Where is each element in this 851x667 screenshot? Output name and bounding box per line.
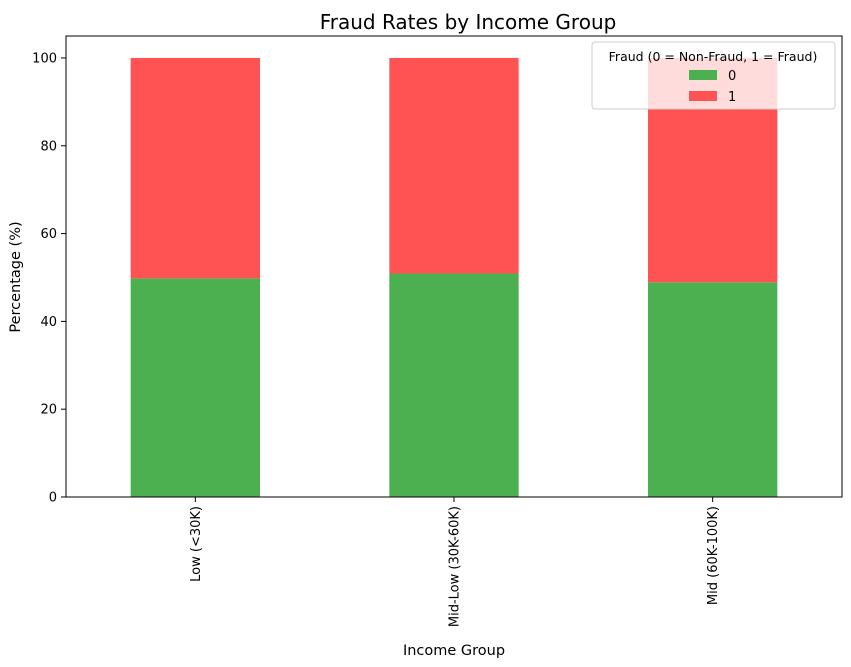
y-tick-label: 60 (40, 227, 57, 242)
bar-2-series-0 (648, 282, 778, 497)
bar-0-series-0 (130, 278, 260, 497)
x-tick-label: Mid-Low (30K-60K) (448, 506, 463, 627)
x-axis: Low (<30K) Mid-Low (30K-60K) Mid (60K-100K… (189, 497, 721, 627)
y-tick-label: 20 (40, 403, 57, 418)
y-tick-label: 80 (40, 139, 57, 154)
legend-swatch-0 (689, 70, 717, 80)
legend-items: 01 (689, 69, 736, 105)
x-tick-label: Mid (60K-100K) (706, 506, 721, 605)
legend: Fraud (0 = Non-Fraud, 1 = Fraud) 01 (591, 41, 836, 110)
legend-label-1: 1 (728, 90, 736, 105)
bar-1-series-1 (389, 57, 519, 274)
legend-label-0: 0 (728, 69, 736, 84)
y-tick-label: 0 (49, 491, 57, 506)
legend-swatch-1 (689, 91, 717, 101)
bar-1-series-0 (389, 273, 519, 497)
y-tick-label: 100 (32, 51, 57, 66)
y-axis-label: Percentage (%) (8, 221, 24, 332)
bar-0-series-1 (130, 57, 260, 279)
y-axis: 0 20 40 60 80 100 (32, 51, 66, 506)
x-axis-label: Income Group (403, 643, 505, 659)
plot-area (65, 35, 843, 498)
y-tick-label: 40 (40, 315, 57, 330)
chart-title: Fraud Rates by Income Group (320, 10, 617, 34)
x-tick-label: Low (<30K) (189, 506, 204, 582)
legend-title: Fraud (0 = Non-Fraud, 1 = Fraud) (609, 49, 818, 64)
